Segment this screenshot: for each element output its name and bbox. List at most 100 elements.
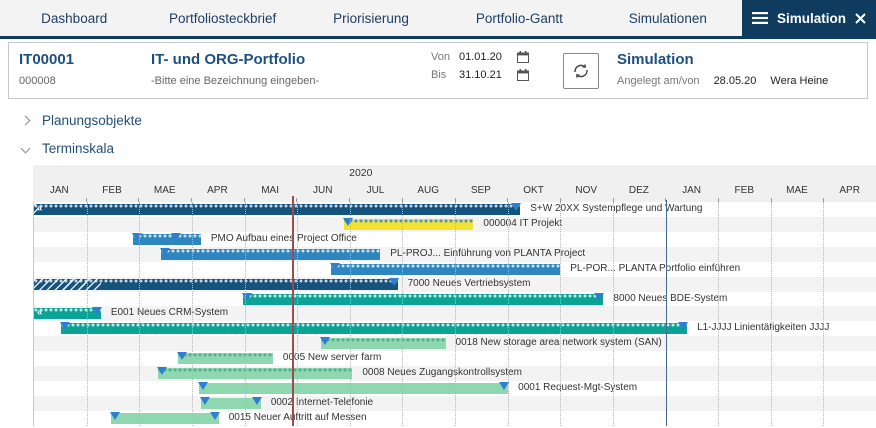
section-terminskala[interactable]: Terminskala xyxy=(0,141,876,156)
month-gridline xyxy=(507,202,509,426)
tab-dashboard[interactable]: Dashboard xyxy=(41,10,108,26)
gantt-row: 0001 Request-Mgt-System xyxy=(34,381,876,396)
bar-label: PL-PROJ... Einführung von PLANTA Project xyxy=(390,247,586,259)
month-tick xyxy=(191,198,193,202)
month-tick xyxy=(507,198,509,202)
month-gridline xyxy=(560,202,562,426)
portfolio-title: IT- und ORG-Portfolio xyxy=(151,51,306,68)
month-tick xyxy=(85,198,87,202)
milestone-triangle-icon xyxy=(159,247,170,256)
milestone-triangle-icon xyxy=(343,217,354,226)
gantt-timescale-header: 2020 JAN FEB MAE APR MAI JUN JUL AUG SEP OKT NOV DE… xyxy=(33,165,876,202)
milestone-triangle-icon xyxy=(251,396,262,405)
month-tick xyxy=(296,198,298,202)
portfolio-code: 000008 xyxy=(19,75,56,87)
tab-priorisierung[interactable]: Priorisierung xyxy=(333,10,409,26)
milestone-triangle-icon xyxy=(678,322,689,331)
close-icon[interactable] xyxy=(855,12,866,24)
month-tick xyxy=(612,198,614,202)
month-tick xyxy=(349,198,351,202)
bar-label: 0018 New storage area network system (SA… xyxy=(455,337,662,349)
chevron-right-icon xyxy=(20,115,31,126)
von-label: Von xyxy=(431,51,450,63)
bis-label: Bis xyxy=(431,69,447,81)
tab-simulation-active[interactable]: Simulation xyxy=(742,0,876,36)
month-gridline xyxy=(455,202,456,426)
milestone-triangle-icon xyxy=(594,292,605,301)
top-nav: Dashboard Portfoliosteckbrief Priorisierun… xyxy=(0,0,876,39)
month-label: FEB xyxy=(734,185,754,196)
milestone-triangle-icon xyxy=(156,367,167,376)
month-gridline xyxy=(244,202,246,426)
month-tick xyxy=(559,198,561,202)
gantt-row: PL-POR... PLANTA Portfolio einführen xyxy=(34,262,876,277)
bar-label: 0001 Request-Mgt-System xyxy=(518,382,638,394)
bar-label: 0008 Neues Zugangskontrollsystem xyxy=(362,367,522,379)
milestone-triangle-icon xyxy=(170,232,181,241)
section-planungsobjekte[interactable]: Planungsobjekte xyxy=(0,113,876,128)
gantt-bar[interactable] xyxy=(344,218,474,230)
simulation-title: Simulation xyxy=(617,51,694,68)
tab-simulationen[interactable]: Simulationen xyxy=(628,10,707,26)
tab-portfolio-gantt[interactable]: Portfolio-Gantt xyxy=(475,10,563,26)
bar-label: 7000 Neues Vertriebsystem xyxy=(407,277,531,289)
month-gridline xyxy=(139,202,141,426)
milestone-triangle-icon xyxy=(319,337,330,346)
bar-label: E001 Neues CRM-System xyxy=(110,307,229,319)
gantt-rows-area: « S+W 20XX Systempflege und Wartung 000004… xyxy=(33,196,876,426)
month-gridline xyxy=(191,202,193,426)
bar-label: L1-JJJJ Linientätigkeiten JJJJ xyxy=(697,322,830,334)
bar-label: 8000 Neues BDE-System xyxy=(613,292,728,304)
tab-portfoliosteckbrief[interactable]: Portfoliosteckbrief xyxy=(168,10,277,26)
gantt-bar[interactable] xyxy=(157,368,353,380)
portfolio-subtitle: -Bitte eine Bezeichnung eingeben- xyxy=(151,75,320,87)
month-label: FEB xyxy=(102,185,122,196)
gantt-bar[interactable] xyxy=(198,383,509,395)
today-line xyxy=(291,196,294,426)
portfolio-header-panel: IT00001 000008 IT- und ORG-Portfolio -Bi… xyxy=(8,42,868,99)
gantt-bar[interactable]: « xyxy=(34,203,521,215)
refresh-button[interactable] xyxy=(563,53,599,89)
year-change-line xyxy=(665,200,667,426)
gantt-bar[interactable] xyxy=(132,233,201,245)
section-label: Planungsobjekte xyxy=(42,113,142,128)
hamburger-menu-icon[interactable] xyxy=(751,12,768,24)
month-tick xyxy=(717,198,719,202)
gantt-bar[interactable] xyxy=(160,248,381,260)
gantt-bar[interactable] xyxy=(110,412,219,424)
milestone-triangle-icon xyxy=(197,382,208,391)
created-date: 28.05.20 xyxy=(713,75,757,87)
gantt-row: 8000 Neues BDE-System xyxy=(34,292,876,307)
milestone-triangle-icon xyxy=(91,307,102,316)
bis-date-field[interactable]: 31.10.21 xyxy=(459,69,502,81)
milestone-triangle-icon xyxy=(59,322,70,331)
bar-label: 000004 IT Projekt xyxy=(483,217,563,229)
calendar-icon[interactable] xyxy=(517,69,529,81)
calendar-icon[interactable] xyxy=(517,51,529,63)
milestone-triangle-icon xyxy=(511,203,522,211)
gantt-bar[interactable] xyxy=(320,338,446,350)
milestone-triangle-icon xyxy=(109,411,120,420)
month-label: APR xyxy=(839,185,860,196)
month-tick xyxy=(243,198,245,202)
gantt-bar[interactable] xyxy=(60,323,688,335)
gantt-bar[interactable] xyxy=(200,397,261,409)
bar-label: S+W 20XX Systempflege und Wartung xyxy=(530,203,703,214)
month-gridline xyxy=(612,202,614,426)
gantt-bar[interactable]: « xyxy=(34,307,101,320)
bar-label: PMO Aufbau eines Project Office xyxy=(210,232,357,244)
month-tick xyxy=(401,198,403,202)
month-gridline xyxy=(823,202,825,426)
gantt-row: L1-JJJJ Linientätigkeiten JJJJ xyxy=(34,321,876,336)
gantt-row: PMO Aufbau eines Project Office xyxy=(34,232,876,247)
gantt-bar[interactable] xyxy=(243,293,604,305)
gantt-bar[interactable] xyxy=(177,353,273,365)
active-tab-label: Simulation xyxy=(776,10,846,26)
gantt-bar[interactable] xyxy=(34,278,398,290)
refresh-icon xyxy=(574,63,588,79)
milestone-triangle-icon xyxy=(242,292,253,301)
section-label: Terminskala xyxy=(42,141,115,156)
month-gridline xyxy=(86,202,88,426)
gantt-bar[interactable] xyxy=(330,263,561,275)
von-date-field[interactable]: 01.01.20 xyxy=(459,51,502,63)
